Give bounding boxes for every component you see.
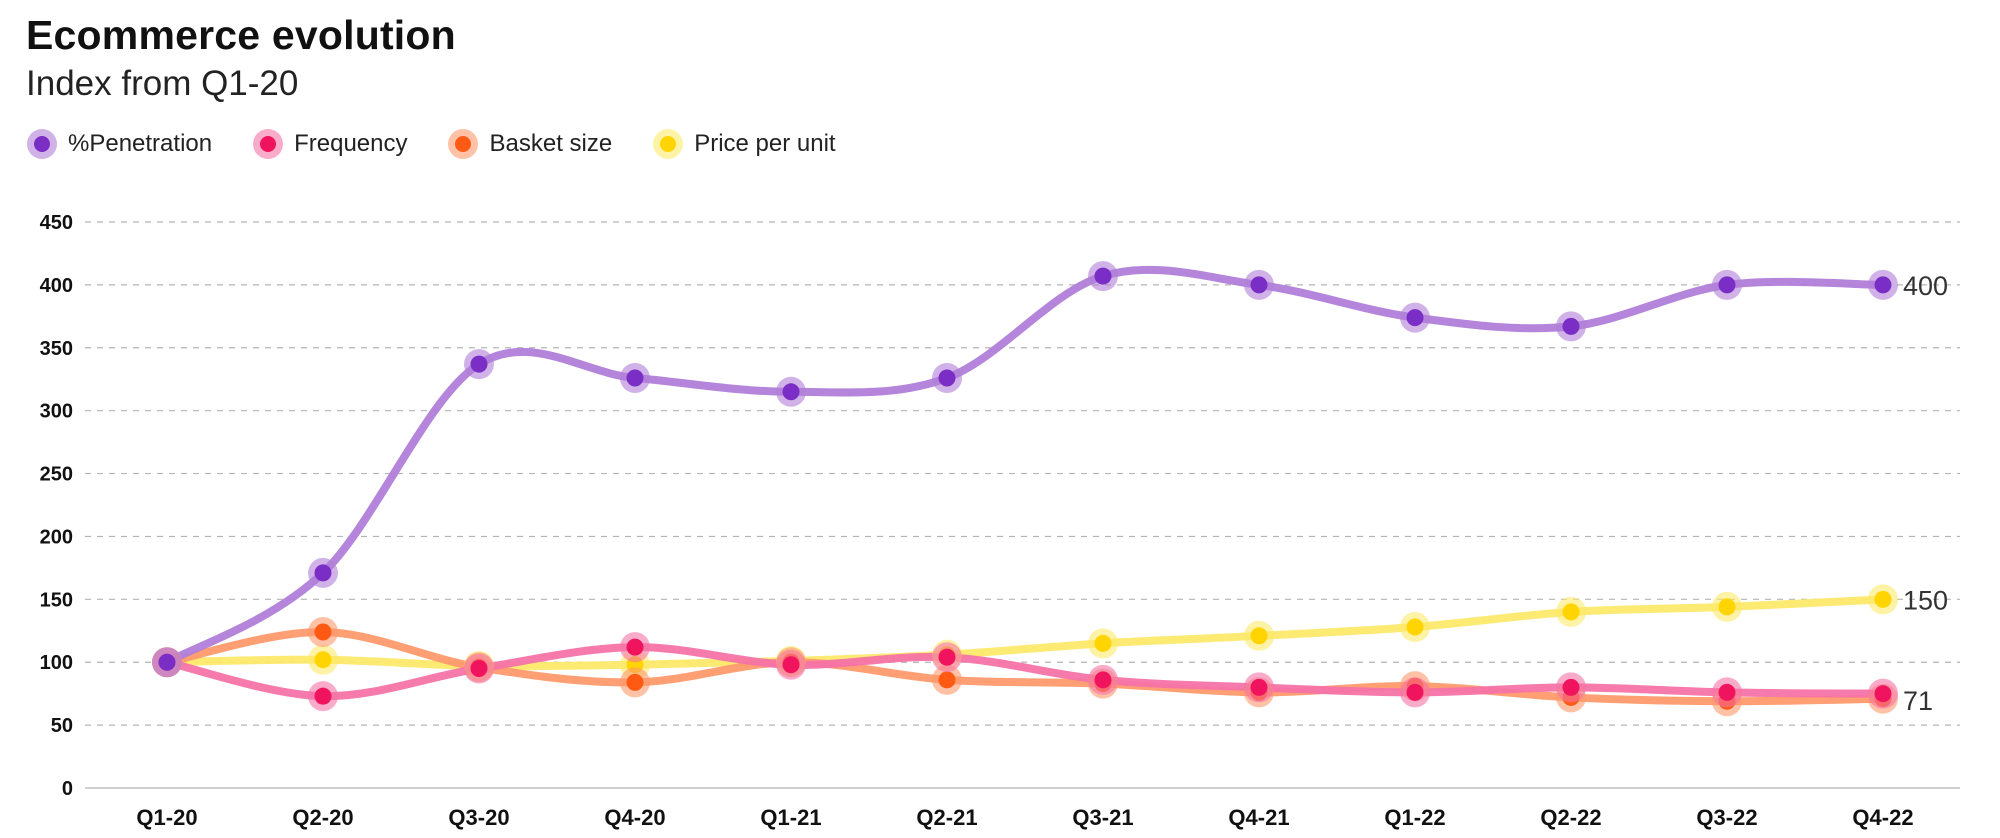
x-tick-label-q2-20: Q2-20 [292,805,353,830]
data-point-basket-size-q4-20 [626,673,644,691]
legend-label-penetration: %Penetration [68,130,213,157]
data-point-frequency-q2-22 [1562,678,1580,696]
data-point-price-per-unit-q2-22 [1562,603,1580,621]
x-tick-label-q4-22: Q4-22 [1852,805,1913,830]
data-point-penetration-q2-20 [314,564,332,582]
y-tick-label-300: 300 [40,401,73,423]
series-line-penetration [163,265,1887,667]
data-point-frequency-q3-22 [1718,683,1736,701]
data-point-penetration-q1-22 [1406,309,1424,327]
data-point-frequency-q1-21 [782,656,800,674]
data-point-frequency-q2-21 [938,648,956,666]
x-tick-label-q1-21: Q1-21 [760,805,821,830]
x-tick-label-q2-21: Q2-21 [916,805,977,830]
data-point-price-per-unit-q2-20 [314,651,332,669]
x-tick-label-q3-21: Q3-21 [1072,805,1133,830]
data-point-penetration-q3-21 [1094,267,1112,285]
data-point-frequency-q4-20 [626,638,644,656]
data-point-price-per-unit-q3-21 [1094,634,1112,652]
y-tick-label-250: 250 [40,464,73,486]
x-tick-label-q3-22: Q3-22 [1696,805,1757,830]
data-point-price-per-unit-q3-22 [1718,598,1736,616]
x-tick-label-q1-22: Q1-22 [1384,805,1445,830]
y-tick-label-150: 150 [40,589,73,611]
x-tick-label-q4-20: Q4-20 [604,805,665,830]
legend-marker-frequency [260,136,277,152]
data-point-penetration-q3-20 [470,355,488,373]
y-tick-label-350: 350 [40,338,73,360]
data-point-frequency-q1-22 [1406,683,1424,701]
data-point-basket-size-q2-20 [314,623,332,641]
end-label-penetration: 400 [1903,271,1948,301]
data-point-penetration-q4-21 [1250,276,1268,294]
legend-item-basket-size[interactable]: Basket size [455,130,612,158]
legend: %Penetration Frequency Basket size Price… [34,130,884,158]
data-point-frequency-q3-21 [1094,671,1112,689]
chart-title: Ecommerce evolution [26,12,456,58]
data-point-penetration-q1-21 [782,383,800,401]
data-point-penetration-q3-22 [1718,276,1736,294]
x-tick-label-q2-22: Q2-22 [1540,805,1601,830]
series-line-basket-size [163,628,1887,706]
legend-label-frequency: Frequency [294,130,408,157]
end-label-price-per-unit: 150 [1903,585,1948,615]
legend-marker-penetration [34,136,50,152]
data-point-frequency-q4-21 [1250,678,1268,696]
legend-item-penetration[interactable]: %Penetration [34,130,212,158]
legend-item-price-per-unit[interactable]: Price per unit [660,130,836,158]
data-point-price-per-unit-q4-21 [1250,627,1268,645]
data-point-penetration-q1-20 [158,653,176,671]
chart-subtitle: Index from Q1-20 [26,64,299,103]
y-tick-label-200: 200 [40,526,73,548]
data-point-frequency-q3-20 [470,660,488,678]
x-tick-label-q3-20: Q3-20 [448,805,509,830]
legend-marker-price-per-unit [660,136,677,152]
series-line-frequency [163,643,1887,701]
y-tick-label-450: 450 [40,212,73,234]
data-point-frequency-q4-22 [1874,685,1892,703]
end-label-frequency: 71 [1903,686,1933,716]
legend-item-frequency[interactable]: Frequency [260,130,407,158]
data-point-penetration-q4-22 [1874,276,1892,294]
data-point-price-per-unit-q1-22 [1406,618,1424,636]
x-tick-label-q1-20: Q1-20 [136,805,197,830]
data-point-price-per-unit-q4-22 [1874,590,1892,608]
y-tick-label-100: 100 [40,652,73,674]
data-point-penetration-q4-20 [626,369,644,387]
legend-label-price-per-unit: Price per unit [694,130,836,157]
y-tick-label-0: 0 [62,778,73,800]
data-point-frequency-q2-20 [314,687,332,705]
data-point-penetration-q2-21 [938,369,956,387]
data-point-penetration-q2-22 [1562,317,1580,335]
x-tick-label-q4-21: Q4-21 [1228,805,1289,830]
legend-marker-basket-size [455,136,472,152]
data-point-basket-size-q2-21 [938,671,956,689]
y-tick-label-400: 400 [40,275,73,297]
y-tick-label-50: 50 [51,715,73,737]
legend-label-basket-size: Basket size [489,130,613,157]
